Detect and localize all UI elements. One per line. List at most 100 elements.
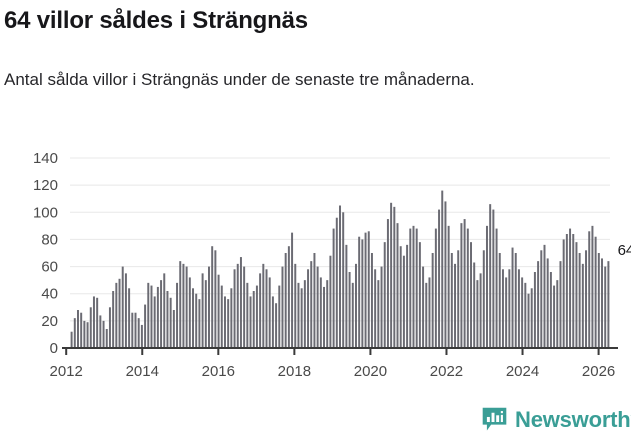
x-axis	[62, 347, 618, 355]
x-axis-tick-labels: 2012 2014 2016 2018 2020 2022 2024 2026	[50, 363, 616, 380]
bar	[271, 296, 274, 348]
x-tick-label: 2022	[430, 363, 463, 380]
bar	[351, 282, 354, 348]
bar	[335, 217, 338, 348]
bar	[236, 263, 239, 348]
bar	[323, 286, 326, 348]
highlight-annotation: 64	[618, 242, 631, 259]
bar	[140, 324, 143, 348]
bar	[604, 266, 607, 348]
bar	[447, 225, 450, 348]
y-tick-label: 100	[33, 204, 58, 221]
bar	[530, 288, 533, 348]
bar	[208, 266, 210, 348]
bar	[310, 261, 313, 348]
bar-series	[70, 190, 610, 348]
bar	[144, 304, 147, 348]
bar	[185, 266, 188, 348]
bar	[425, 282, 428, 348]
bar	[179, 261, 182, 348]
bar	[176, 282, 179, 348]
newsworthy-wordmark: Newsworthy	[515, 406, 631, 432]
bar	[278, 285, 281, 348]
bar	[105, 329, 108, 348]
bar	[83, 320, 86, 348]
bar	[214, 250, 217, 348]
bar	[415, 228, 418, 348]
bar	[457, 250, 460, 348]
bar	[418, 242, 421, 348]
bar	[131, 312, 134, 348]
bar	[300, 288, 303, 348]
bar	[150, 285, 153, 348]
y-tick-label: 20	[41, 313, 58, 330]
bar	[540, 250, 543, 348]
bar	[329, 255, 332, 348]
bar	[217, 274, 220, 348]
bar	[201, 273, 204, 348]
bar	[565, 234, 568, 348]
bar	[370, 253, 373, 348]
bar	[220, 285, 223, 348]
bar	[517, 269, 520, 348]
bar	[86, 322, 89, 348]
bar	[428, 277, 431, 348]
bar	[412, 225, 415, 348]
x-tick-label: 2026	[582, 363, 615, 380]
bar	[303, 280, 306, 348]
newsworthy-logo[interactable]: Newsworthy	[481, 406, 631, 433]
bar	[163, 273, 166, 348]
bar	[597, 253, 600, 348]
x-tick-label: 2012	[50, 363, 83, 380]
bar	[99, 315, 102, 348]
y-tick-label: 40	[41, 286, 58, 303]
x-tick-label: 2018	[278, 363, 311, 380]
bar	[124, 273, 127, 348]
bar	[473, 262, 476, 348]
bar	[578, 253, 581, 348]
bar	[431, 253, 434, 348]
bar	[348, 272, 351, 348]
bar	[546, 258, 549, 348]
bar	[581, 263, 584, 348]
y-axis-tick-labels: 0 20 40 60 80 100 120 140	[33, 150, 58, 357]
bar	[345, 244, 348, 348]
bar	[361, 239, 364, 348]
bar	[160, 280, 163, 348]
y-tick-label: 60	[41, 259, 58, 276]
bar	[396, 223, 399, 348]
bar	[454, 263, 457, 348]
bar	[588, 231, 591, 348]
bar	[121, 266, 124, 348]
bar	[492, 209, 495, 348]
bar	[390, 202, 393, 348]
bar	[607, 261, 610, 348]
bar	[332, 228, 335, 348]
bar	[169, 297, 172, 348]
x-tick-label: 2024	[506, 363, 539, 380]
bar	[115, 282, 118, 348]
x-tick-label: 2016	[202, 363, 235, 380]
bar	[380, 266, 383, 348]
bar	[354, 263, 357, 348]
bar	[89, 307, 92, 348]
highlight-value-label: 64	[618, 242, 631, 259]
bar	[156, 286, 159, 348]
bar	[601, 258, 603, 348]
bar	[402, 255, 405, 348]
bar	[153, 296, 156, 348]
bar	[585, 250, 588, 348]
x-tick-label: 2020	[354, 363, 387, 380]
y-tick-label: 120	[33, 177, 58, 194]
bar	[476, 280, 479, 348]
bar	[559, 261, 562, 348]
bar	[134, 312, 137, 348]
bar	[482, 250, 485, 348]
bar	[489, 204, 492, 348]
bar	[399, 246, 402, 348]
bar	[524, 282, 527, 348]
bar	[377, 280, 380, 348]
bar	[553, 285, 556, 348]
bar	[192, 288, 195, 348]
